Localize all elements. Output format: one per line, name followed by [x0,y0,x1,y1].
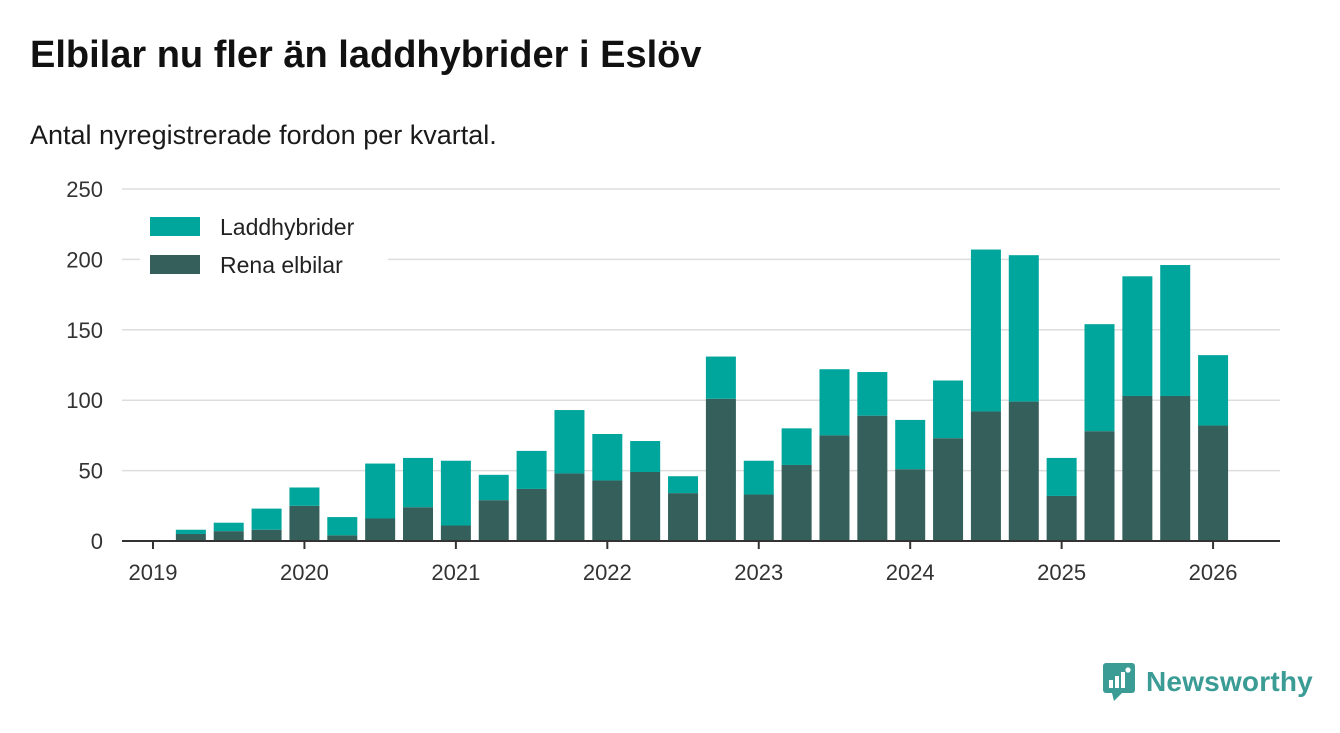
bar-laddhybrider-2023-q1 [743,460,774,495]
x-tick-label-2021: 2021 [431,560,480,585]
bar-rena-elbilar-2021-q4 [554,473,585,541]
legend-swatch-bev [150,255,200,274]
bar-rena-elbilar-2020-q4 [403,507,434,541]
bar-rena-elbilar-2020-q2 [327,535,358,541]
bar-rena-elbilar-2024-q3 [970,411,1001,541]
x-tick-label-2024: 2024 [886,560,935,585]
bar-rena-elbilar-2019-q2 [175,533,206,541]
bar-laddhybrider-2021-q2 [478,474,509,501]
bar-rena-elbilar-2021-q3 [516,488,547,541]
x-tick-label-2019: 2019 [129,560,178,585]
bar-laddhybrider-2022-q2 [630,441,661,473]
bar-laddhybrider-2022-q1 [592,433,623,481]
legend-label-phev: Laddhybrider [220,214,355,240]
chart-title: Elbilar nu fler än laddhybrider i Eslöv [30,34,702,76]
y-tick-label-100: 100 [66,388,103,413]
bar-laddhybrider-2023-q3 [819,369,850,436]
bar-rena-elbilar-2024-q1 [895,469,926,541]
bar-rena-elbilar-2022-q2 [630,472,661,541]
bar-rena-elbilar-2021-q1 [440,525,471,541]
y-tick-label-150: 150 [66,318,103,343]
bar-laddhybrider-2022-q3 [668,476,699,494]
bar-rena-elbilar-2022-q3 [668,493,699,541]
bar-rena-elbilar-2026-q1 [1198,425,1229,541]
legend-swatch-phev [150,217,200,236]
x-tick-label-2025: 2025 [1037,560,1086,585]
bar-rena-elbilar-2025-q4 [1160,395,1191,541]
legend-label-bev: Rena elbilar [220,252,343,278]
newsworthy-logo: Newsworthy [1102,662,1313,702]
bar-laddhybrider-2025-q3 [1122,276,1153,396]
bar-laddhybrider-2024-q4 [1008,255,1039,402]
bar-rena-elbilar-2020-q3 [365,518,396,541]
bar-laddhybrider-2025-q1 [1046,457,1077,496]
bar-laddhybrider-2024-q3 [970,249,1001,412]
bar-chart-speech-bubble-icon [1103,663,1135,701]
bar-laddhybrider-2020-q1 [289,487,320,506]
bar-laddhybrider-2026-q1 [1198,355,1229,426]
bar-laddhybrider-2024-q1 [895,419,926,470]
bar-rena-elbilar-2022-q1 [592,480,623,541]
legend: Laddhybrider Rena elbilar [140,203,388,289]
bar-rena-elbilar-2025-q2 [1084,431,1115,541]
bar-laddhybrider-2020-q2 [327,517,358,536]
x-tick-label-2022: 2022 [583,560,632,585]
bars [175,249,1229,541]
x-tick-label-2023: 2023 [734,560,783,585]
x-tick-label-2026: 2026 [1189,560,1238,585]
bar-laddhybrider-2023-q2 [781,428,812,465]
bar-rena-elbilar-2025-q1 [1046,495,1077,541]
axes: 0 50 100 150 200 250 2019 2020 2021 2022 2023 2024 2… [66,177,1280,585]
y-tick-label-0: 0 [91,529,103,554]
bar-laddhybrider-2025-q2 [1084,324,1115,432]
bar-rena-elbilar-2024-q4 [1008,401,1039,541]
bar-laddhybrider-2025-q4 [1160,265,1191,396]
bar-laddhybrider-2024-q2 [933,380,964,439]
bar-rena-elbilar-2024-q2 [933,438,964,541]
bar-rena-elbilar-2020-q1 [289,505,320,541]
bar-rena-elbilar-2023-q4 [857,415,888,541]
bar-laddhybrider-2021-q3 [516,450,547,489]
bar-rena-elbilar-2021-q2 [478,500,509,541]
bar-rena-elbilar-2019-q3 [213,531,244,541]
bar-laddhybrider-2019-q2 [175,529,206,534]
bar-rena-elbilar-2023-q2 [781,464,812,541]
chart-subtitle: Antal nyregistrerade fordon per kvartal. [30,120,497,150]
brand-name: Newsworthy [1146,666,1313,697]
y-tick-label-50: 50 [79,459,103,484]
bar-laddhybrider-2023-q4 [857,372,888,416]
bar-rena-elbilar-2019-q4 [251,529,282,541]
x-tick-label-2020: 2020 [280,560,329,585]
bar-rena-elbilar-2023-q1 [743,494,774,541]
bar-rena-elbilar-2025-q3 [1122,395,1153,541]
bar-laddhybrider-2019-q4 [251,508,282,530]
bar-rena-elbilar-2023-q3 [819,435,850,541]
bar-laddhybrider-2021-q4 [554,410,585,474]
bar-laddhybrider-2020-q3 [365,463,396,519]
bar-laddhybrider-2019-q3 [213,522,244,532]
y-tick-label-250: 250 [66,177,103,202]
bar-rena-elbilar-2022-q4 [705,398,736,541]
y-tick-label-200: 200 [66,247,103,272]
bar-laddhybrider-2022-q4 [705,356,736,399]
bar-laddhybrider-2020-q4 [403,457,434,508]
bar-laddhybrider-2021-q1 [440,460,471,526]
